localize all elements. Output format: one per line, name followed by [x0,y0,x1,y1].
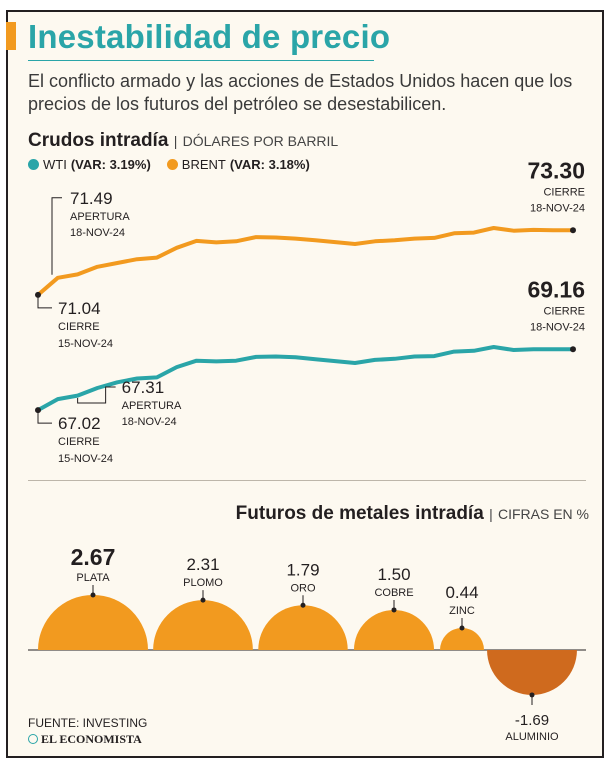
metal-bar-aluminio [487,650,577,695]
metal-point-aluminio [529,692,535,698]
source-note: FUENTE: INVESTING [28,716,148,730]
label-brent-open-date: 18-NOV-24 [70,227,125,239]
metals-section-unit: CIFRAS EN % [497,506,589,522]
series-point-brent-27 [570,227,576,234]
label-wti-end-label: CIERRE [543,305,585,317]
label-wti-end-value: 69.16 [527,276,585,302]
metal-label-plomo: PLOMO [183,577,223,589]
metal-label-aluminio: ALUMINIO [505,731,559,743]
label-brent-start-date: 15-NOV-24 [58,338,113,350]
leader-wti-open [77,386,116,404]
metals-section-heading: Futuros de metales intradía | CIFRAS EN … [236,503,589,525]
label-wti-start-label: CIERRE [58,436,100,448]
series-point-wti-27 [570,346,576,353]
metal-value-aluminio: -1.69 [515,712,549,729]
label-brent-open-value: 71.49 [70,189,113,208]
metal-label-zinc: ZINC [449,605,475,617]
legend-wti-name: WTI [43,157,67,172]
label-brent-start-value: 71.04 [58,299,101,318]
metal-value-plata: 2.67 [71,544,116,570]
metal-point-plata [90,592,96,598]
label-wti-start-date: 15-NOV-24 [58,453,113,465]
legend-wti-var: (VAR: 3.19%) [70,157,151,172]
series-line-wti [36,345,575,413]
label-wti-open-value: 67.31 [122,378,165,397]
metal-point-plomo [200,597,206,603]
metal-label-plata: PLATA [76,572,110,584]
metals-section-title: Futuros de metales intradía [235,503,484,524]
metal-bar-oro [258,605,348,650]
leader-brent-open [51,197,62,275]
wti-legend-dot-icon [28,159,39,170]
crude-section-unit: DÓLARES POR BARRIL [182,133,339,149]
title-accent-bar [6,22,16,50]
metal-label-oro: ORO [290,582,316,594]
title-underline [28,60,374,61]
metal-value-plomo: 2.31 [186,555,219,574]
page-subtitle: El conflicto armado y las acciones de Es… [28,71,573,114]
brand-name: EL ECONOMISTA [41,732,142,746]
brent-legend-dot-icon [166,159,178,170]
metal-value-zinc: 0.44 [445,583,478,602]
section-divider [28,480,586,481]
label-brent-open-label: APERTURA [70,211,130,223]
metal-bar-cobre [353,609,435,650]
metal-bar-plomo [153,600,253,650]
label-wti-open-label: APERTURA [122,400,182,412]
chart-legend: WTI (VAR: 3.19%) BRENT (VAR: 3.18%) [28,157,310,172]
leader-wti-start [37,410,52,424]
crude-section-separator: | [173,133,178,149]
metal-bar-zinc [440,628,484,650]
metal-label-cobre: COBRE [374,587,413,599]
metals-section-separator: | [489,506,493,522]
label-brent-start-label: CIERRE [58,321,100,333]
page-title: Inestabilidad de precio [28,18,391,55]
metal-value-oro: 1.79 [286,560,319,579]
crude-section-heading: Crudos intradía | DÓLARES POR BARRIL [28,130,338,152]
metal-point-zinc [459,625,465,631]
metal-point-oro [300,602,306,608]
metal-value-cobre: 1.50 [377,565,410,584]
label-brent-end-date: 18-NOV-24 [530,202,585,214]
label-wti-open-date: 18-NOV-24 [122,416,177,428]
brand-line: EL ECONOMISTA [28,732,142,747]
label-brent-end-value: 73.30 [527,157,585,183]
label-brent-end-label: CIERRE [543,186,585,198]
leader-brent-start [37,294,52,309]
label-wti-end-date: 18-NOV-24 [530,321,585,333]
metal-point-cobre [391,607,397,613]
label-wti-start-value: 67.02 [58,414,101,433]
legend-brent-var: (VAR: 3.18%) [229,157,310,172]
legend-brent-name: BRENT [181,157,226,172]
crude-section-title: Crudos intradía [28,130,169,151]
series-line-brent [36,226,575,297]
brand-logo-icon [28,734,38,744]
metal-bar-plata [37,594,149,650]
